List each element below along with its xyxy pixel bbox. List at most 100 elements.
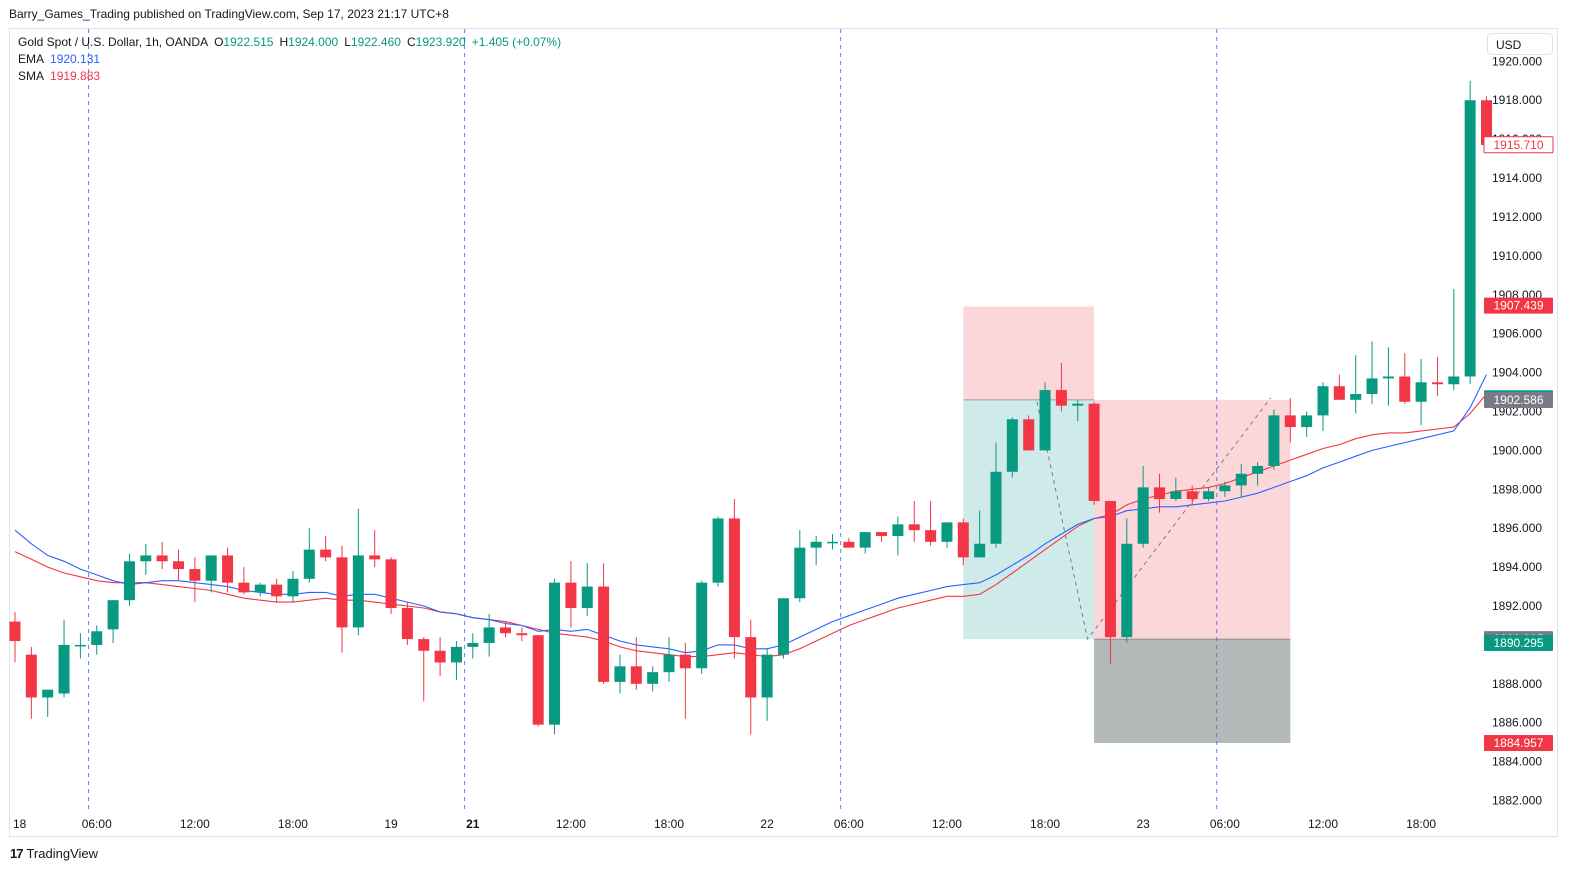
candle-body	[1121, 543, 1133, 638]
candle	[1186, 485, 1198, 505]
candle-body	[745, 637, 757, 698]
candle-body	[974, 543, 986, 558]
candle	[630, 637, 642, 690]
candle-body	[614, 666, 626, 682]
time-tick-label: 23	[1136, 817, 1150, 831]
candle-body	[58, 644, 70, 694]
candle	[1072, 399, 1084, 422]
candle-body	[500, 627, 511, 634]
candle	[1333, 374, 1345, 400]
candle-body	[9, 621, 21, 642]
time-tick-label: 12:00	[180, 817, 210, 831]
candle-body	[1252, 465, 1264, 474]
price-label-box	[1484, 392, 1553, 409]
candle-body	[467, 642, 479, 647]
candle-body	[271, 584, 283, 597]
candle	[222, 547, 234, 593]
candle	[303, 528, 315, 583]
candle-body	[1219, 485, 1231, 492]
candle-body	[1448, 376, 1460, 385]
price-tick-label: 1886.000	[1492, 716, 1542, 730]
time-tick-label: 18:00	[278, 817, 308, 831]
candle	[1121, 518, 1133, 643]
time-tick-label: 18:00	[654, 817, 684, 831]
price-label: 1907.439	[1484, 297, 1553, 314]
candle	[1268, 409, 1280, 470]
candle	[647, 666, 659, 692]
price-tick-label: 1892.000	[1492, 599, 1542, 613]
candle-body	[1055, 390, 1067, 406]
candle-body	[107, 600, 119, 630]
candle	[1154, 473, 1165, 513]
candle-body	[957, 522, 969, 558]
candle-body	[1284, 415, 1296, 428]
candle	[1252, 462, 1264, 486]
candle-body	[679, 654, 691, 669]
candle-body	[1203, 491, 1215, 500]
price-tick-label: 1904.000	[1492, 366, 1542, 380]
candle	[287, 571, 299, 603]
candle-body	[320, 549, 332, 558]
time-tick-label: 21	[466, 817, 480, 831]
tradingview-logo[interactable]: 17 TradingView	[10, 846, 98, 861]
candle-body	[1235, 473, 1247, 486]
candle-body	[663, 654, 675, 673]
candle	[941, 522, 953, 548]
chart-frame	[9, 28, 1558, 837]
candle	[1382, 347, 1394, 406]
price-tick-label: 1884.000	[1492, 755, 1542, 769]
candle	[401, 602, 413, 645]
candle	[74, 633, 86, 659]
symbol-legend: Gold Spot / U.S. Dollar, 1h, OANDA O1922.…	[18, 35, 567, 49]
candle	[745, 619, 757, 735]
time-tick-label: 18	[13, 817, 27, 831]
candle	[418, 637, 430, 702]
candle-body	[1431, 382, 1443, 385]
time-tick-label: 12:00	[556, 817, 586, 831]
profit-zone	[1094, 639, 1291, 743]
time-tick-label: 18:00	[1030, 817, 1060, 831]
candle-body	[761, 654, 773, 698]
price-label-text: 1902.586	[1493, 393, 1543, 407]
time-axis: 18 06:00 12:00 18:00 19 21 12:00 18:00 22 06:00 12…	[13, 817, 1436, 831]
price-label-text: 1890.295	[1493, 636, 1543, 650]
time-tick-label: 18:00	[1406, 817, 1436, 831]
price-tick-label: 1906.000	[1492, 327, 1542, 341]
price-label-text: 1884.957	[1493, 736, 1543, 750]
candle-body	[418, 639, 430, 651]
candle-body	[810, 541, 822, 548]
publisher-header: Barry_Games_Trading published on Trading…	[9, 7, 449, 21]
candle	[1203, 487, 1215, 501]
candle-body	[254, 584, 266, 593]
currency-button[interactable]: USD	[1487, 33, 1553, 55]
price-axis: 1882.0001884.0001886.0001888.0001890.000…	[1492, 54, 1542, 807]
candle	[123, 553, 135, 607]
ema-label: EMA	[18, 52, 45, 66]
candle-body	[1317, 386, 1329, 416]
candle-body	[1104, 500, 1116, 638]
ema-legend: EMA 1920.131	[18, 52, 106, 66]
price-label-text: 1915.710	[1493, 138, 1543, 152]
time-tick-label: 22	[760, 817, 774, 831]
sma-label: SMA	[18, 69, 45, 83]
candle-body	[303, 549, 315, 579]
candle	[450, 641, 462, 680]
candle-body	[1333, 386, 1345, 400]
candle	[1301, 411, 1313, 437]
price-tick-label: 1910.000	[1492, 249, 1542, 263]
price-tick-label: 1900.000	[1492, 443, 1542, 457]
candle-body	[1268, 415, 1280, 466]
candle	[42, 689, 54, 717]
time-tick-label: 12:00	[932, 817, 962, 831]
candle	[827, 534, 838, 550]
close-value: 1923.920	[415, 35, 466, 49]
price-tick-label: 1912.000	[1492, 210, 1542, 224]
price-tick-label: 1888.000	[1492, 677, 1542, 691]
candle	[1055, 362, 1067, 412]
candle	[1366, 341, 1378, 404]
candle	[91, 625, 103, 655]
candle-body	[925, 530, 937, 542]
candle	[614, 654, 626, 694]
candle	[271, 578, 283, 603]
